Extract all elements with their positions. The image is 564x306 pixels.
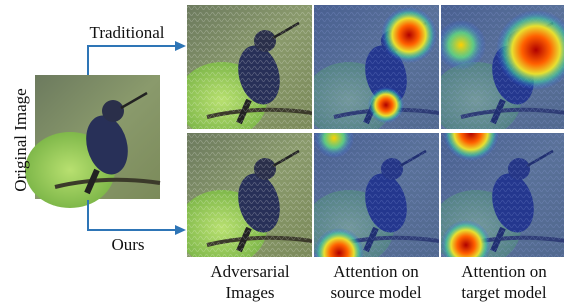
attention-target-ours xyxy=(431,105,564,270)
original-label: Original Image xyxy=(11,88,30,191)
column-caption: Attention on xyxy=(461,262,547,281)
column-caption: Adversarial xyxy=(210,262,290,281)
attention-source-ours xyxy=(304,118,439,278)
ours-label: Ours xyxy=(111,235,144,254)
adv-image-ours xyxy=(177,133,312,266)
attention-source-traditional xyxy=(304,5,439,138)
traditional-label: Traditional xyxy=(90,23,165,42)
attention-target-traditional xyxy=(431,5,564,138)
column-caption: Attention on xyxy=(333,262,419,281)
column-caption: source model xyxy=(330,283,421,302)
original-image xyxy=(25,75,160,208)
column-caption: Images xyxy=(225,283,274,302)
figure: Original Image Traditional Ours Adversar… xyxy=(0,0,564,306)
column-caption: target model xyxy=(461,283,546,302)
adv-image-traditional xyxy=(177,5,312,138)
